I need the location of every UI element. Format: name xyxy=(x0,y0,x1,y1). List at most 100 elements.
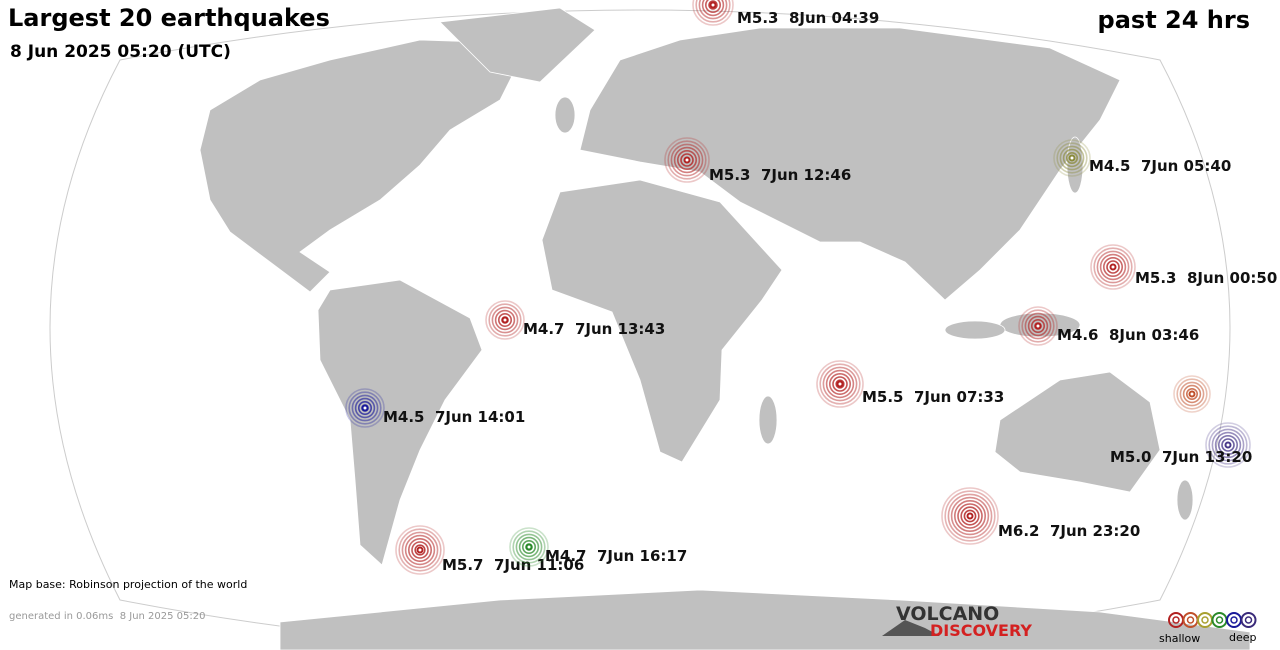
quake-ring xyxy=(1106,260,1120,274)
legend-ring xyxy=(1230,616,1238,624)
quake-center xyxy=(501,316,509,324)
quake-ring xyxy=(667,140,707,180)
quake-marker xyxy=(816,360,864,408)
legend-ring xyxy=(1211,612,1228,628)
quake-ring xyxy=(1221,438,1235,452)
quake-label: M6.2 7Jun 23:20 xyxy=(998,522,1140,540)
quake-ring xyxy=(692,0,734,26)
quake-ring xyxy=(485,300,525,340)
quake-ring xyxy=(404,534,436,566)
quake-ring xyxy=(947,493,993,539)
quake-marker xyxy=(345,388,385,428)
quake-center xyxy=(416,546,424,554)
quake-marker xyxy=(1018,306,1058,346)
quake-ring xyxy=(1096,250,1130,284)
quake-ring xyxy=(680,153,694,167)
legend-ring xyxy=(1186,616,1195,624)
logo-line1: VOLCANO xyxy=(896,603,999,625)
quake-ring xyxy=(348,391,382,425)
logo-icon xyxy=(882,620,940,636)
quake-ring xyxy=(1208,425,1248,465)
quake-ring xyxy=(1021,309,1055,343)
quake-ring xyxy=(822,366,858,402)
period: past 24 hrs xyxy=(1098,6,1250,34)
quake-ring xyxy=(1103,256,1124,277)
quake-ring xyxy=(953,499,986,532)
quake-ring xyxy=(832,376,848,392)
legend-ring xyxy=(1226,612,1242,628)
quake-ring xyxy=(1059,145,1085,171)
quake-label: M5.3 8Jun 00:50 xyxy=(1135,269,1277,287)
quake-ring xyxy=(1176,378,1208,410)
quake-ring xyxy=(1090,244,1136,290)
quake-ring xyxy=(1182,384,1202,404)
quake-ring xyxy=(515,533,543,561)
quake-ring xyxy=(1211,428,1245,462)
quake-marker xyxy=(941,487,999,545)
quake-ring xyxy=(963,509,977,523)
quake-center xyxy=(361,404,369,412)
quake-ring xyxy=(512,530,546,564)
quake-ring xyxy=(1218,434,1239,455)
quake-ring xyxy=(816,360,864,408)
legend-shallow: shallow xyxy=(1159,632,1200,645)
quake-ring xyxy=(509,527,549,567)
quake-label: M4.5 7Jun 05:40 xyxy=(1089,157,1231,175)
quake-ring xyxy=(357,400,372,415)
quake-label: M5.0 7Jun 13:20 xyxy=(1110,448,1252,466)
map-base: Map base: Robinson projection of the wor… xyxy=(9,578,247,591)
quake-ring xyxy=(494,309,516,331)
quake-marker xyxy=(1053,139,1091,177)
quake-ring xyxy=(411,541,429,559)
quake-ring xyxy=(698,0,728,20)
quake-label: M4.6 8Jun 03:46 xyxy=(1057,326,1199,344)
quake-ring xyxy=(351,394,379,422)
quake-label: M5.3 8Jun 04:39 xyxy=(737,9,879,27)
legend-deep: deep xyxy=(1229,631,1257,644)
quake-center xyxy=(525,543,533,551)
quake-ring xyxy=(1179,381,1205,407)
quake-ring xyxy=(395,525,445,575)
quake-center xyxy=(683,156,691,164)
quake-ring xyxy=(497,312,512,327)
quake-center xyxy=(966,512,974,520)
quake-center xyxy=(1034,322,1042,330)
quake-ring xyxy=(401,531,439,569)
quake-ring xyxy=(1024,312,1052,340)
quake-ring xyxy=(819,363,861,405)
quake-ring xyxy=(491,306,519,334)
quake-layer: M5.3 8Jun 04:39 M5.3 7Jun 12:46 M4.5 7Jun … xyxy=(345,0,1277,575)
generated: generated in 0.06ms 8 Jun 2025 05:20 xyxy=(9,611,206,622)
quake-ring xyxy=(950,496,990,536)
quake-marker xyxy=(1173,375,1211,413)
quake-ring xyxy=(676,150,697,171)
quake-ring xyxy=(1205,422,1251,468)
quake-ring xyxy=(1214,431,1242,459)
quake-label: M4.5 7Jun 14:01 xyxy=(383,408,525,426)
quake-marker xyxy=(485,300,525,340)
quake-marker xyxy=(692,0,734,26)
quake-ring xyxy=(1186,387,1199,400)
quake-ring xyxy=(960,506,980,526)
quake-ring xyxy=(835,379,845,389)
quake-label: M5.5 7Jun 07:33 xyxy=(862,388,1004,406)
quake-ring xyxy=(670,143,704,177)
land xyxy=(199,7,1251,650)
quake-ring xyxy=(1027,315,1049,337)
quake-center xyxy=(1188,390,1196,398)
quake-center xyxy=(1224,441,1232,449)
quake-ring xyxy=(521,539,536,554)
legend-ring xyxy=(1172,616,1180,624)
quake-ring xyxy=(345,388,385,428)
quake-ring xyxy=(673,146,701,174)
quake-ring xyxy=(708,0,718,10)
quake-ring xyxy=(705,0,721,13)
quake-center xyxy=(709,1,717,9)
quake-marker xyxy=(395,525,445,575)
quake-center xyxy=(1068,154,1076,162)
quake-label: M5.7 7Jun 11:06 xyxy=(442,556,584,574)
quake-ring xyxy=(354,397,376,419)
quake-ring xyxy=(944,490,996,542)
quake-ring xyxy=(1031,318,1046,333)
